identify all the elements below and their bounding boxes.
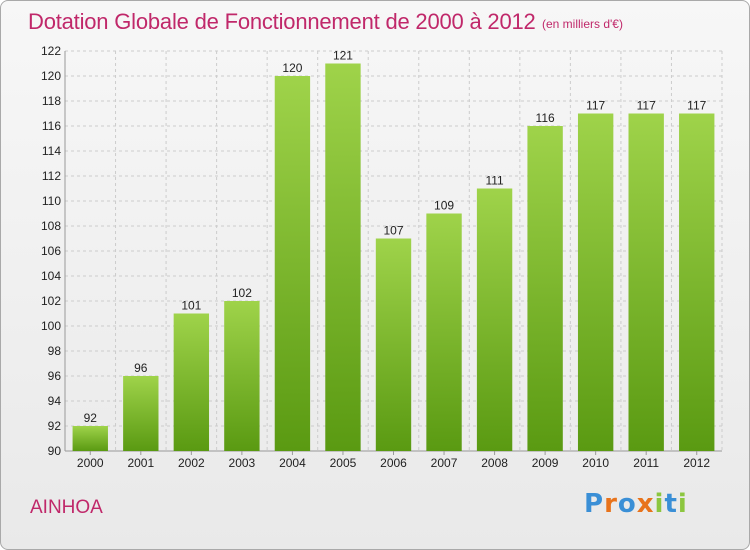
x-tick-label: 2009 [532, 456, 559, 470]
bar[interactable] [123, 376, 159, 451]
bar[interactable] [426, 213, 462, 452]
bar[interactable] [72, 426, 108, 451]
x-tick-label: 2012 [683, 456, 710, 470]
bar-value-label: 96 [134, 361, 148, 375]
brand-letter: i [677, 489, 688, 519]
x-tick-label: 2002 [178, 456, 205, 470]
bar-value-label: 111 [485, 174, 504, 188]
chart-title: Dotation Globale de Fonctionnement de 20… [28, 9, 536, 34]
y-tick-label: 120 [41, 69, 61, 83]
x-tick-label: 2004 [279, 456, 306, 470]
x-tick-label: 2011 [633, 456, 659, 470]
brand-letter: i [654, 489, 665, 519]
bar[interactable] [325, 63, 361, 452]
y-tick-label: 122 [41, 44, 61, 58]
x-tick-label: 2008 [481, 456, 508, 470]
y-tick-label: 114 [42, 144, 61, 158]
bar-value-label: 102 [232, 286, 252, 300]
bar-value-label: 107 [383, 224, 403, 238]
y-tick-label: 94 [48, 394, 62, 408]
bar-value-label: 117 [586, 99, 605, 113]
proxiti-logo[interactable]: Proxiti [584, 489, 688, 519]
y-tick-label: 92 [48, 419, 62, 433]
x-tick-label: 2001 [127, 456, 154, 470]
brand-letter: x [636, 489, 655, 519]
x-tick-label: 2006 [380, 456, 407, 470]
bar-value-label: 121 [333, 49, 353, 63]
x-tick-label: 2010 [582, 456, 609, 470]
y-tick-label: 102 [41, 294, 61, 308]
brand-letter: t [664, 489, 678, 519]
bar[interactable] [375, 238, 412, 452]
commune-name: AINHOA [30, 497, 103, 518]
y-tick-label: 118 [42, 94, 61, 108]
bar[interactable] [577, 113, 614, 452]
x-tick-label: 2000 [77, 456, 104, 470]
y-tick-label: 112 [42, 169, 61, 183]
bar-value-label: 101 [181, 299, 201, 313]
bar[interactable] [527, 126, 563, 451]
x-tick-label: 2007 [431, 456, 458, 470]
x-tick-label: 2005 [330, 456, 357, 470]
y-tick-label: 104 [41, 269, 61, 283]
y-tick-label: 110 [42, 194, 61, 208]
y-tick-label: 116 [42, 119, 61, 133]
y-tick-label: 96 [48, 369, 62, 383]
bar[interactable] [476, 188, 513, 452]
bar-value-label: 92 [84, 411, 98, 425]
bar-value-label: 117 [637, 99, 656, 113]
bar[interactable] [274, 76, 311, 451]
bar-value-label: 117 [687, 99, 706, 113]
brand-letter: r [604, 489, 618, 519]
brand-letter: o [617, 489, 637, 519]
bar-value-label: 116 [536, 111, 555, 125]
bar[interactable] [224, 301, 260, 451]
y-tick-label: 108 [41, 219, 61, 233]
bar[interactable] [173, 313, 210, 452]
brand-letter: P [584, 489, 605, 519]
bar[interactable] [679, 113, 715, 452]
y-tick-label: 106 [41, 244, 61, 258]
y-tick-label: 98 [48, 344, 62, 358]
y-tick-label: 90 [48, 444, 62, 458]
bar-value-label: 109 [434, 199, 454, 213]
bar[interactable] [628, 113, 664, 452]
chart-unit: (en milliers d'€) [542, 17, 623, 31]
y-tick-label: 100 [41, 319, 61, 333]
x-tick-label: 2003 [229, 456, 256, 470]
bar-value-label: 120 [282, 61, 302, 75]
